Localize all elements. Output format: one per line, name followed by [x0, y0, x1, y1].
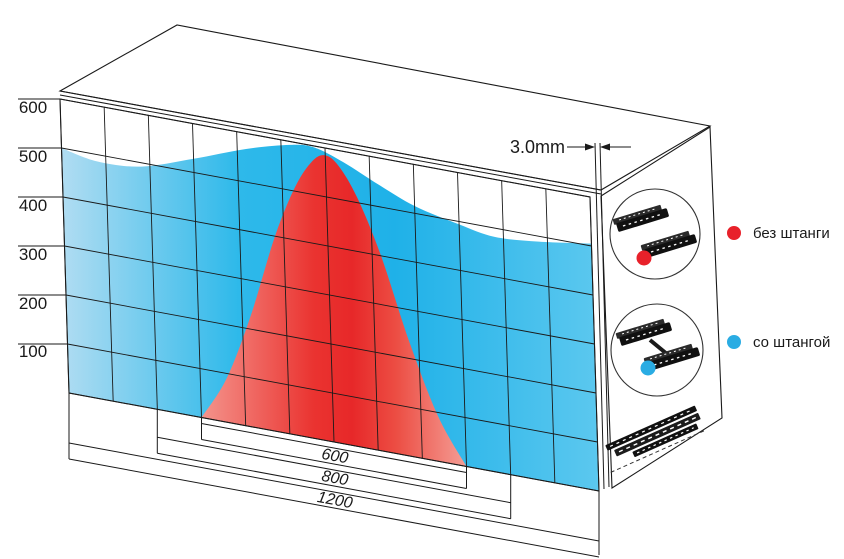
gap-line — [599, 142, 610, 488]
connecting-rod — [648, 338, 669, 356]
legend-dot-without-rod — [727, 226, 741, 240]
legend-circle-without-rod — [609, 188, 701, 280]
grid-line — [65, 294, 597, 394]
y-tick-label: 200 — [19, 294, 47, 313]
gap-label: 3.0mm — [510, 137, 565, 157]
y-tick-label: 600 — [19, 98, 47, 117]
grid-line — [64, 245, 595, 345]
slab-edge-line — [59, 94, 602, 195]
legend: без штанги со штангой — [727, 225, 830, 351]
red-marker-dot — [636, 250, 652, 266]
slab-edge-line — [59, 90, 602, 191]
legend-dot-with-rod — [727, 335, 741, 349]
grid-line — [61, 147, 592, 247]
blue-marker-dot — [640, 360, 656, 376]
y-tick-label: 100 — [19, 342, 47, 361]
y-tick-label: 500 — [19, 147, 47, 166]
telescopic-slide-drawing — [605, 405, 706, 473]
dim-label-800: 800 — [320, 468, 349, 490]
gap-line — [594, 142, 605, 490]
gap-dimension-callout: 3.0mm — [510, 137, 631, 157]
dim-label-1200: 1200 — [316, 489, 354, 512]
dim-label-600: 600 — [320, 446, 349, 468]
dimension-band-1200: 1200 — [68, 393, 600, 558]
dimension-band-800: 800 — [156, 409, 512, 520]
y-tick-label: 400 — [19, 196, 47, 215]
legend-circle-with-rod — [610, 303, 704, 397]
y-axis: 600 500 400 300 200 100 — [18, 98, 68, 361]
grid-line — [67, 343, 598, 443]
legend-label-with-rod: со штангой — [753, 334, 830, 351]
dimension-band-600: 600 — [201, 417, 467, 489]
y-tick-label: 300 — [19, 245, 47, 264]
grid-line — [62, 196, 594, 296]
legend-label-without-rod: без штанги — [753, 225, 830, 242]
area-without-rod — [201, 155, 467, 467]
